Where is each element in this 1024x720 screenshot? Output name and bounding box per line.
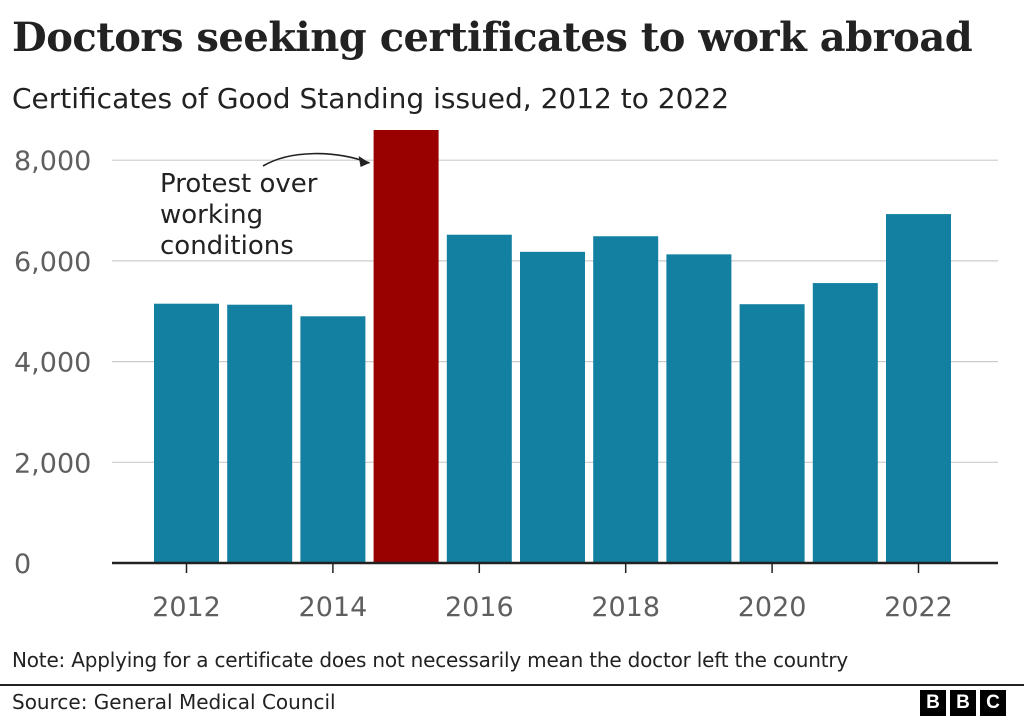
- x-tick-label-2012: 2012: [152, 592, 221, 623]
- bbc-logo-letter-3: C: [980, 690, 1006, 716]
- bar-2022: [886, 214, 951, 563]
- bar-2019: [666, 254, 732, 563]
- bbc-logo-letter-2: B: [950, 690, 976, 716]
- annotation-line-1: Protest over: [160, 169, 318, 199]
- bar-2016: [446, 234, 512, 563]
- bar-2015: [373, 130, 439, 563]
- x-tick-label-2018: 2018: [591, 592, 660, 623]
- bar-2018: [593, 236, 659, 563]
- x-tick-label-2022: 2022: [884, 592, 953, 623]
- chart-title: Doctors seeking certificates to work abr…: [12, 14, 973, 61]
- bar-2017: [520, 251, 585, 564]
- x-tick-label-2020: 2020: [738, 592, 807, 623]
- y-tick-label-6000: 6,000: [14, 247, 91, 278]
- annotation-line-2: working: [160, 200, 263, 230]
- y-tick-label-0: 0: [14, 549, 31, 580]
- y-tick-label-4000: 4,000: [14, 348, 91, 379]
- x-tick-label-2016: 2016: [445, 592, 514, 623]
- bar-2013: [227, 304, 293, 563]
- footer-divider: [0, 684, 1024, 686]
- bar-2014: [300, 316, 366, 563]
- chart-source: Source: General Medical Council: [12, 690, 336, 714]
- annotation-arrowhead: [358, 156, 370, 167]
- chart-subtitle: Certificates of Good Standing issued, 20…: [12, 82, 730, 115]
- y-tick-label-2000: 2,000: [14, 448, 91, 479]
- chart-note: Note: Applying for a certificate does no…: [12, 648, 849, 672]
- annotation-arrow: [262, 152, 370, 167]
- x-tick-label-2014: 2014: [299, 592, 368, 623]
- bar-2021: [812, 283, 878, 563]
- bar-2012: [154, 303, 219, 563]
- bbc-logo-letter-1: B: [920, 690, 946, 716]
- bar-2020: [739, 304, 805, 563]
- annotation-text: Protest over working conditions: [160, 169, 318, 261]
- bbc-logo: B B C: [920, 690, 1006, 716]
- annotation-line-3: conditions: [160, 231, 294, 261]
- y-tick-label-8000: 8,000: [14, 146, 91, 177]
- bar-chart: 0 2,000 4,000 6,000 8,000 2012 2014 2016 2018 202…: [14, 130, 998, 623]
